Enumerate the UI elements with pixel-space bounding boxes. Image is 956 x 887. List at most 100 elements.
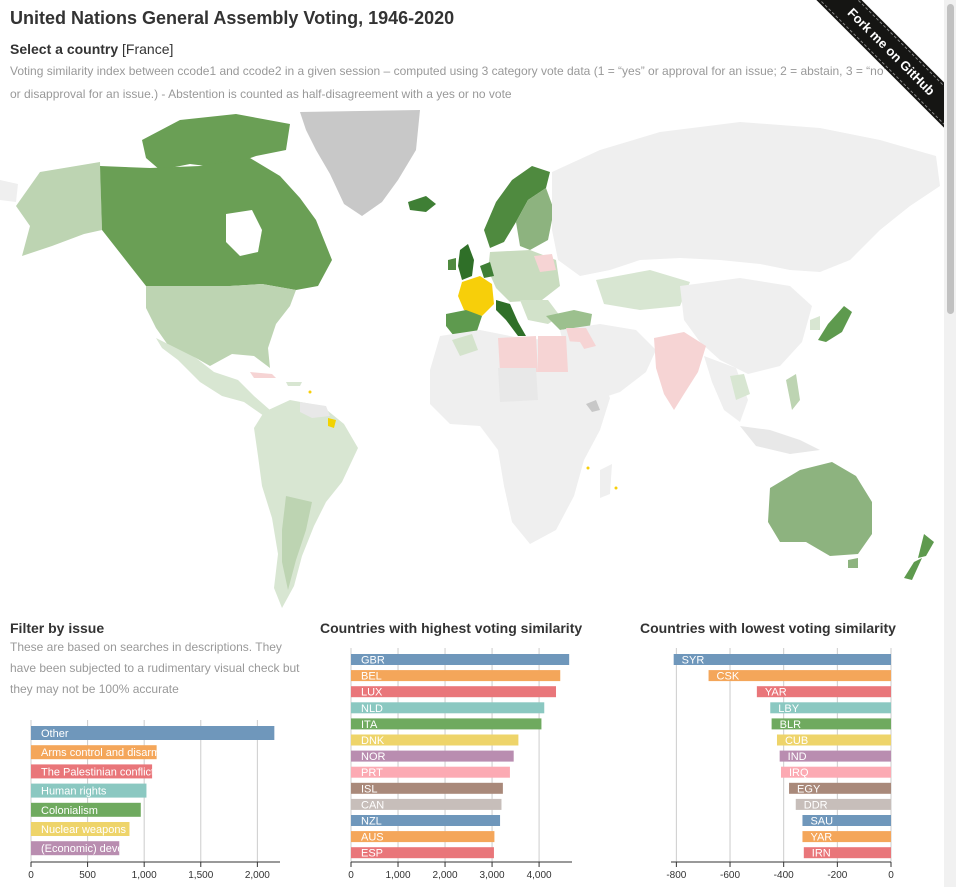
tick-label: 1,500: [188, 870, 213, 881]
map-french-guiana[interactable]: [328, 418, 336, 428]
bar-label: GBR: [361, 655, 385, 667]
bar-label: CSK: [717, 671, 740, 683]
bar-item: BEL: [351, 670, 561, 683]
bar: [756, 686, 891, 698]
bar-item[interactable]: Arms control and disarmament: [31, 745, 191, 760]
tick-label: -800: [666, 870, 686, 881]
lowest-similarity-chart: SYR CSK YAR LBY BLR CUB IND IRQ EGY DDR SAU YAR IRN -…: [666, 648, 894, 881]
bar-item[interactable]: Other: [31, 726, 275, 740]
highest-title: Countries with highest voting similarity: [320, 620, 583, 636]
tick-label: 2,000: [245, 870, 270, 881]
map-turkey[interactable]: [546, 310, 592, 330]
bar[interactable]: [31, 841, 120, 856]
bar-item: CSK: [708, 670, 891, 683]
bar-item[interactable]: Human rights: [31, 783, 147, 798]
github-ribbon-label[interactable]: Fork me on GitHub: [806, 0, 944, 137]
bar[interactable]: [31, 802, 141, 817]
map-france[interactable]: [458, 276, 494, 316]
bar-label: SYR: [682, 655, 705, 667]
bar-item: DDR: [795, 798, 891, 811]
bar-label: IND: [788, 751, 807, 763]
bar-label: DDR: [804, 799, 828, 811]
bar-item[interactable]: Nuclear weapons: [31, 822, 130, 836]
bar-label: Colonialism: [41, 805, 98, 817]
bar[interactable]: [31, 783, 147, 798]
country-selector[interactable]: Select a country [France]: [10, 41, 173, 57]
bar-label: NZL: [361, 816, 382, 828]
map-uk[interactable]: [458, 244, 474, 280]
bar-item: CUB: [776, 734, 891, 747]
bar: [795, 798, 891, 810]
bar: [770, 702, 891, 714]
map-japan[interactable]: [818, 306, 852, 342]
map-iberia[interactable]: [446, 310, 482, 336]
bar[interactable]: [31, 822, 130, 836]
tick-label: -400: [774, 870, 794, 881]
bar-item: ITA: [351, 718, 542, 731]
selected-country[interactable]: [France]: [122, 41, 174, 57]
bar-label: CAN: [361, 799, 384, 811]
bar: [351, 654, 570, 665]
bar[interactable]: [31, 764, 153, 779]
bar[interactable]: [31, 745, 157, 760]
bar-item: SYR: [673, 654, 891, 667]
bar-item[interactable]: Colonialism: [31, 802, 141, 817]
world-map[interactable]: [0, 110, 944, 610]
bar[interactable]: [31, 726, 275, 740]
bar-item: EGY: [789, 782, 891, 795]
bar-label: Nuclear weapons: [41, 824, 126, 836]
bar: [771, 718, 891, 730]
tick-label: 1,000: [386, 870, 411, 881]
tick-label: 500: [79, 870, 96, 881]
bar-label: Human rights: [41, 786, 107, 798]
map-africa[interactable]: [430, 330, 610, 544]
github-ribbon[interactable]: Fork me on GitHub: [794, 0, 944, 150]
bar-label: NOR: [361, 751, 386, 763]
tick-label: 4,000: [527, 870, 552, 881]
bar-item: BLR: [771, 718, 891, 731]
map-china[interactable]: [680, 278, 812, 374]
map-alaska[interactable]: [16, 162, 102, 256]
map-new-zealand[interactable]: [918, 534, 934, 558]
bar: [351, 734, 519, 746]
tick-label: 1,000: [132, 870, 157, 881]
map-canada[interactable]: [100, 158, 332, 290]
map-canada-islands[interactable]: [142, 114, 290, 170]
bar: [789, 782, 891, 794]
map-australia[interactable]: [768, 462, 872, 556]
bar-item[interactable]: (Economic) development: [31, 841, 163, 856]
bar-label: DNK: [361, 735, 385, 747]
bar: [351, 782, 503, 794]
bar-label: LUX: [361, 687, 383, 699]
issue-filter-chart[interactable]: Other Arms control and disarmament The Pal…: [20, 720, 310, 887]
bar: [351, 831, 495, 843]
bar-item: IND: [779, 750, 891, 763]
bar-label: (Economic) development: [41, 843, 163, 855]
bar-item: CAN: [351, 798, 502, 811]
bar-label: YAR: [765, 687, 787, 699]
bar: [351, 670, 561, 682]
map-sweden-finland[interactable]: [516, 188, 554, 250]
tick-label: -600: [720, 870, 740, 881]
bar-label: CUB: [785, 735, 808, 747]
map-iceland[interactable]: [408, 196, 436, 212]
map-russia[interactable]: [552, 122, 940, 276]
description: Voting similarity index between ccode1 a…: [10, 64, 888, 101]
highest-similarity-chart: GBR BEL LUX NLD ITA DNK NOR PRT ISL CAN NZL AUS ESP 0…: [348, 648, 572, 881]
bar-label: The Palestinian conflict: [41, 766, 154, 778]
map-usa[interactable]: [146, 284, 296, 368]
tick-label: 0: [28, 870, 34, 881]
map-india[interactable]: [654, 332, 706, 410]
bar-item: LBY: [770, 702, 891, 715]
bar-label: IRN: [812, 848, 831, 860]
bar-item[interactable]: The Palestinian conflict: [31, 764, 154, 779]
bar-label: YAR: [810, 832, 832, 844]
map-norway[interactable]: [484, 166, 550, 248]
bar-label: ITA: [361, 719, 378, 731]
map-italy[interactable]: [496, 300, 526, 336]
map-greenland[interactable]: [300, 110, 420, 216]
scrollbar-thumb[interactable]: [947, 4, 954, 314]
map-mexico[interactable]: [156, 338, 270, 416]
bar-item: NLD: [351, 702, 545, 715]
scrollbar[interactable]: [944, 0, 956, 887]
